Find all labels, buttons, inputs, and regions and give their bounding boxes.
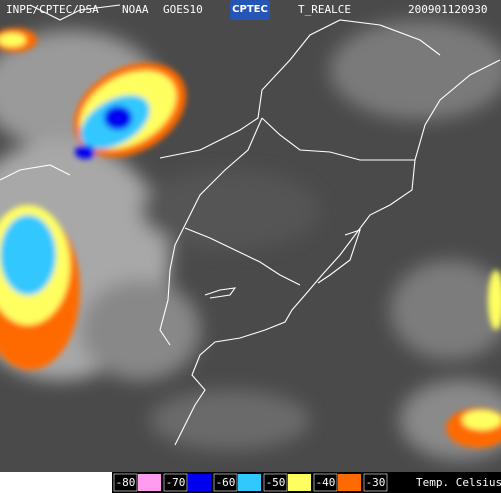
legend-label-box: [113, 473, 138, 492]
legend-label: -50: [266, 476, 286, 489]
legend-swatch: [388, 474, 411, 491]
satellite: GOES10: [163, 3, 203, 16]
legend-swatch: [338, 474, 361, 491]
legend-swatch: [288, 474, 311, 491]
legend-swatch: [138, 474, 161, 491]
product: T_REALCE: [298, 3, 351, 16]
legend-label: -30: [366, 476, 386, 489]
legend-label: -40: [316, 476, 336, 489]
legend-swatch: [188, 474, 211, 491]
legend-label: -60: [216, 476, 236, 489]
source: INPE/CPTEC/DSA: [6, 3, 99, 16]
timestamp: 200901120930: [408, 3, 487, 16]
legend-unit: Temp. Celsius: [416, 476, 501, 489]
legend-label-box: [263, 473, 288, 492]
coastlines-and-borders: [0, 4, 501, 446]
legend: -80 -70 -60 -50 -40 -30 Temp. Celsius: [113, 473, 501, 492]
legend-label-box: [313, 473, 338, 492]
legend-label-box: [163, 473, 188, 492]
cold-cloud-tops: [0, 28, 501, 448]
legend-label: -70: [166, 476, 186, 489]
legend-label-box: [213, 473, 238, 492]
agency: NOAA: [122, 3, 149, 16]
logo-box: [230, 0, 270, 20]
header: INPE/CPTEC/DSA NOAA GOES10 CPTEC T_REALC…: [6, 0, 487, 20]
legend-label: -80: [116, 476, 136, 489]
legend-swatch: [238, 474, 261, 491]
legend-label-box: [363, 473, 388, 492]
logo: CPTEC: [232, 4, 268, 15]
